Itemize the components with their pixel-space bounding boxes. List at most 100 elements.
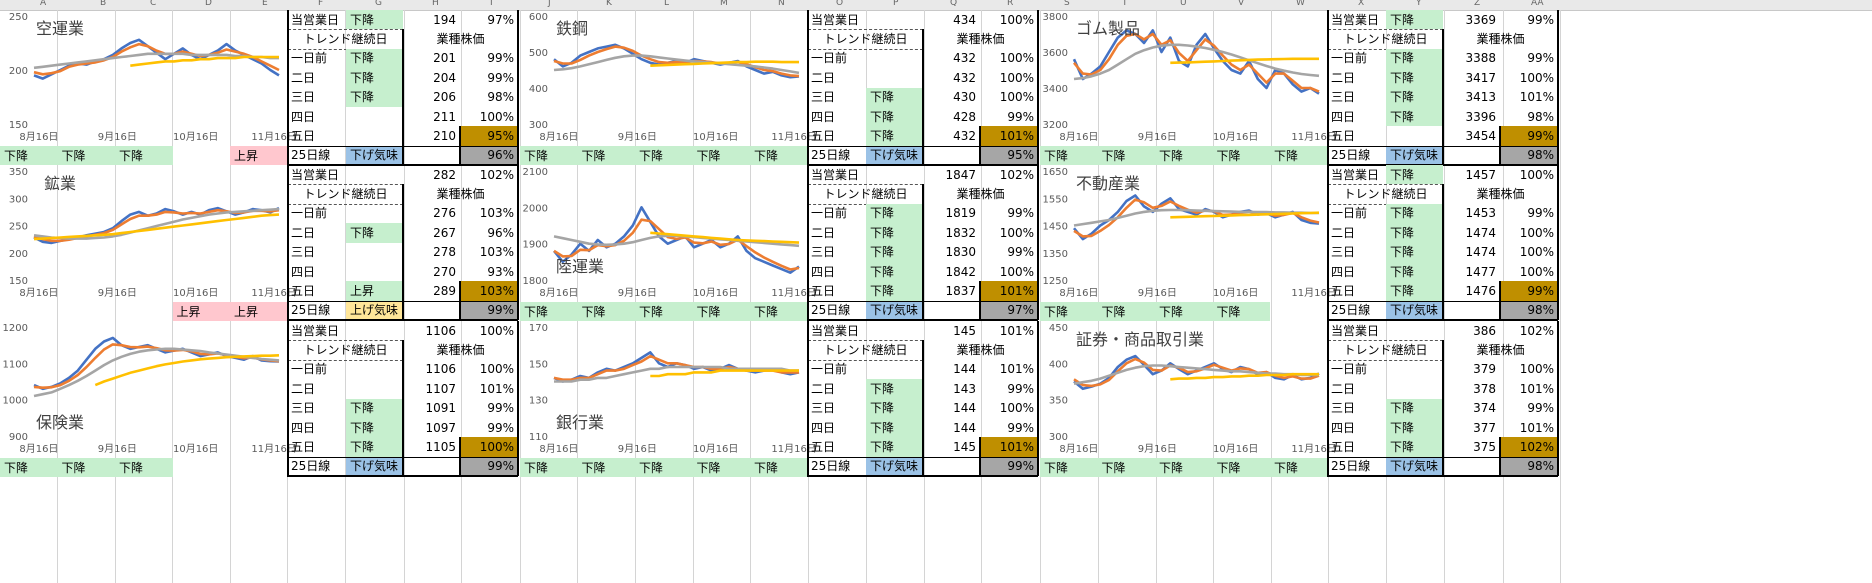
y-tick-label: 1350 xyxy=(1043,249,1068,260)
day-trend-flag: 下降 xyxy=(346,223,403,243)
current-day-label: 当営業日 xyxy=(1331,167,1380,182)
current-day-flag xyxy=(346,165,403,184)
day-trend-flag: 下降 xyxy=(1386,242,1443,262)
x-tick-label: 11月16日 xyxy=(251,443,296,455)
trend-days-header: トレンド継続日 xyxy=(1343,343,1428,358)
day-label: 四日 xyxy=(1331,109,1356,124)
ma25-pct: 98% xyxy=(1500,456,1558,477)
day-value: 3388 xyxy=(1465,51,1496,66)
y-tick-label: 1900 xyxy=(523,240,548,251)
day-value: 267 xyxy=(433,225,456,240)
y-tick-label: 1550 xyxy=(1043,194,1068,205)
ma25-empty xyxy=(403,146,460,165)
x-tick-label: 8月16日 xyxy=(19,443,58,455)
trend-days-header: トレンド継続日 xyxy=(823,343,908,358)
day-pct: 103% xyxy=(479,245,514,260)
day-trend-flag: 下降 xyxy=(866,242,923,262)
day-trend-flag: 下降 xyxy=(866,223,923,243)
current-day-pct: 101% xyxy=(999,323,1034,338)
day-value: 430 xyxy=(953,90,976,105)
table-bottom-border xyxy=(1327,319,1558,322)
column-letter: Q xyxy=(950,0,958,8)
day-label: 三日 xyxy=(291,90,316,105)
column-letter: G xyxy=(375,0,382,8)
day-trend-flag: 下降 xyxy=(346,398,403,418)
day-value: 1474 xyxy=(1465,225,1496,240)
column-letter: E xyxy=(262,0,268,8)
day-value: 3454 xyxy=(1465,129,1496,144)
day-label: 三日 xyxy=(1331,90,1356,105)
day-pct: 103% xyxy=(479,206,514,221)
column-letter: I xyxy=(490,0,493,8)
x-tick-label: 8月16日 xyxy=(539,287,578,299)
table-left-border xyxy=(287,165,289,321)
current-day-value: 3369 xyxy=(1465,12,1496,27)
x-tick-label: 11月16日 xyxy=(1291,131,1336,143)
table-mid-border xyxy=(1442,184,1444,321)
table-right-border xyxy=(517,10,519,166)
table-mid-border xyxy=(1442,29,1444,166)
day-label: 五日 xyxy=(1331,284,1356,299)
x-tick-label: 9月16日 xyxy=(98,131,137,143)
table-mid-border xyxy=(402,184,404,321)
ma25-top-border xyxy=(1327,456,1558,459)
table-right-border xyxy=(517,321,519,477)
y-tick-label: 3600 xyxy=(1043,48,1068,59)
ma25-top-border xyxy=(1327,300,1558,303)
day-pct: 101% xyxy=(1519,420,1554,435)
day-label: 三日 xyxy=(811,90,836,105)
table-bottom-border xyxy=(287,319,518,322)
dashed-separator xyxy=(288,203,403,205)
day-trend-flag: 下降 xyxy=(1386,398,1443,418)
y-tick-label: 350 xyxy=(1049,396,1068,407)
table-bottom-border xyxy=(287,475,518,478)
day-label: 五日 xyxy=(291,440,316,455)
series-line xyxy=(33,52,279,70)
current-day-value: 1847 xyxy=(945,167,976,182)
trend-signal-cell: 下降 xyxy=(692,302,750,321)
day-pct: 101% xyxy=(1519,381,1554,396)
dashed-separator xyxy=(808,48,923,50)
day-label: 四日 xyxy=(291,109,316,124)
table-right-border xyxy=(1037,10,1039,166)
dashed-separator xyxy=(1328,48,1443,50)
column-letter: F xyxy=(318,0,324,8)
y-tick-label: 110 xyxy=(529,432,548,443)
trend-signal-cell: 下降 xyxy=(1097,302,1155,321)
day-label: 三日 xyxy=(811,245,836,260)
trend-signal-cell: 下降 xyxy=(115,458,173,477)
ma25-top-border xyxy=(287,300,518,303)
x-tick-label: 8月16日 xyxy=(19,131,58,143)
day-trend-flag xyxy=(866,360,923,379)
day-value: 144 xyxy=(953,362,976,377)
trend-signal-cell xyxy=(58,302,116,321)
day-trend-flag: 下降 xyxy=(866,126,923,146)
ma25-empty xyxy=(923,146,980,165)
day-value: 374 xyxy=(1473,401,1496,416)
pct-box-border xyxy=(1499,126,1501,166)
grid-line xyxy=(693,10,694,583)
day-trend-flag: 下降 xyxy=(1386,203,1443,224)
dashed-separator xyxy=(1328,359,1443,361)
day-value: 143 xyxy=(953,381,976,396)
x-tick-label: 8月16日 xyxy=(19,287,58,299)
table-left-border xyxy=(807,321,809,477)
series-line xyxy=(1073,208,1319,227)
trend-signal-cell: 上昇 xyxy=(172,302,230,321)
day-label: 四日 xyxy=(811,420,836,435)
x-tick-label: 11月16日 xyxy=(771,131,816,143)
x-tick-label: 9月16日 xyxy=(618,131,657,143)
ma25-pct: 97% xyxy=(980,300,1038,321)
day-trend-flag: 下降 xyxy=(1386,437,1443,457)
day-value: 145 xyxy=(953,440,976,455)
day-trend-flag: 下降 xyxy=(1386,281,1443,301)
dashed-separator xyxy=(288,29,403,31)
y-tick-label: 170 xyxy=(529,323,548,334)
day-trend-flag: 下降 xyxy=(1386,223,1443,243)
ma25-status: 上げ気味 xyxy=(346,300,403,321)
column-letter: K xyxy=(606,0,612,8)
ma25-label: 25日線 xyxy=(1331,303,1371,318)
current-day-pct: 102% xyxy=(479,167,514,182)
